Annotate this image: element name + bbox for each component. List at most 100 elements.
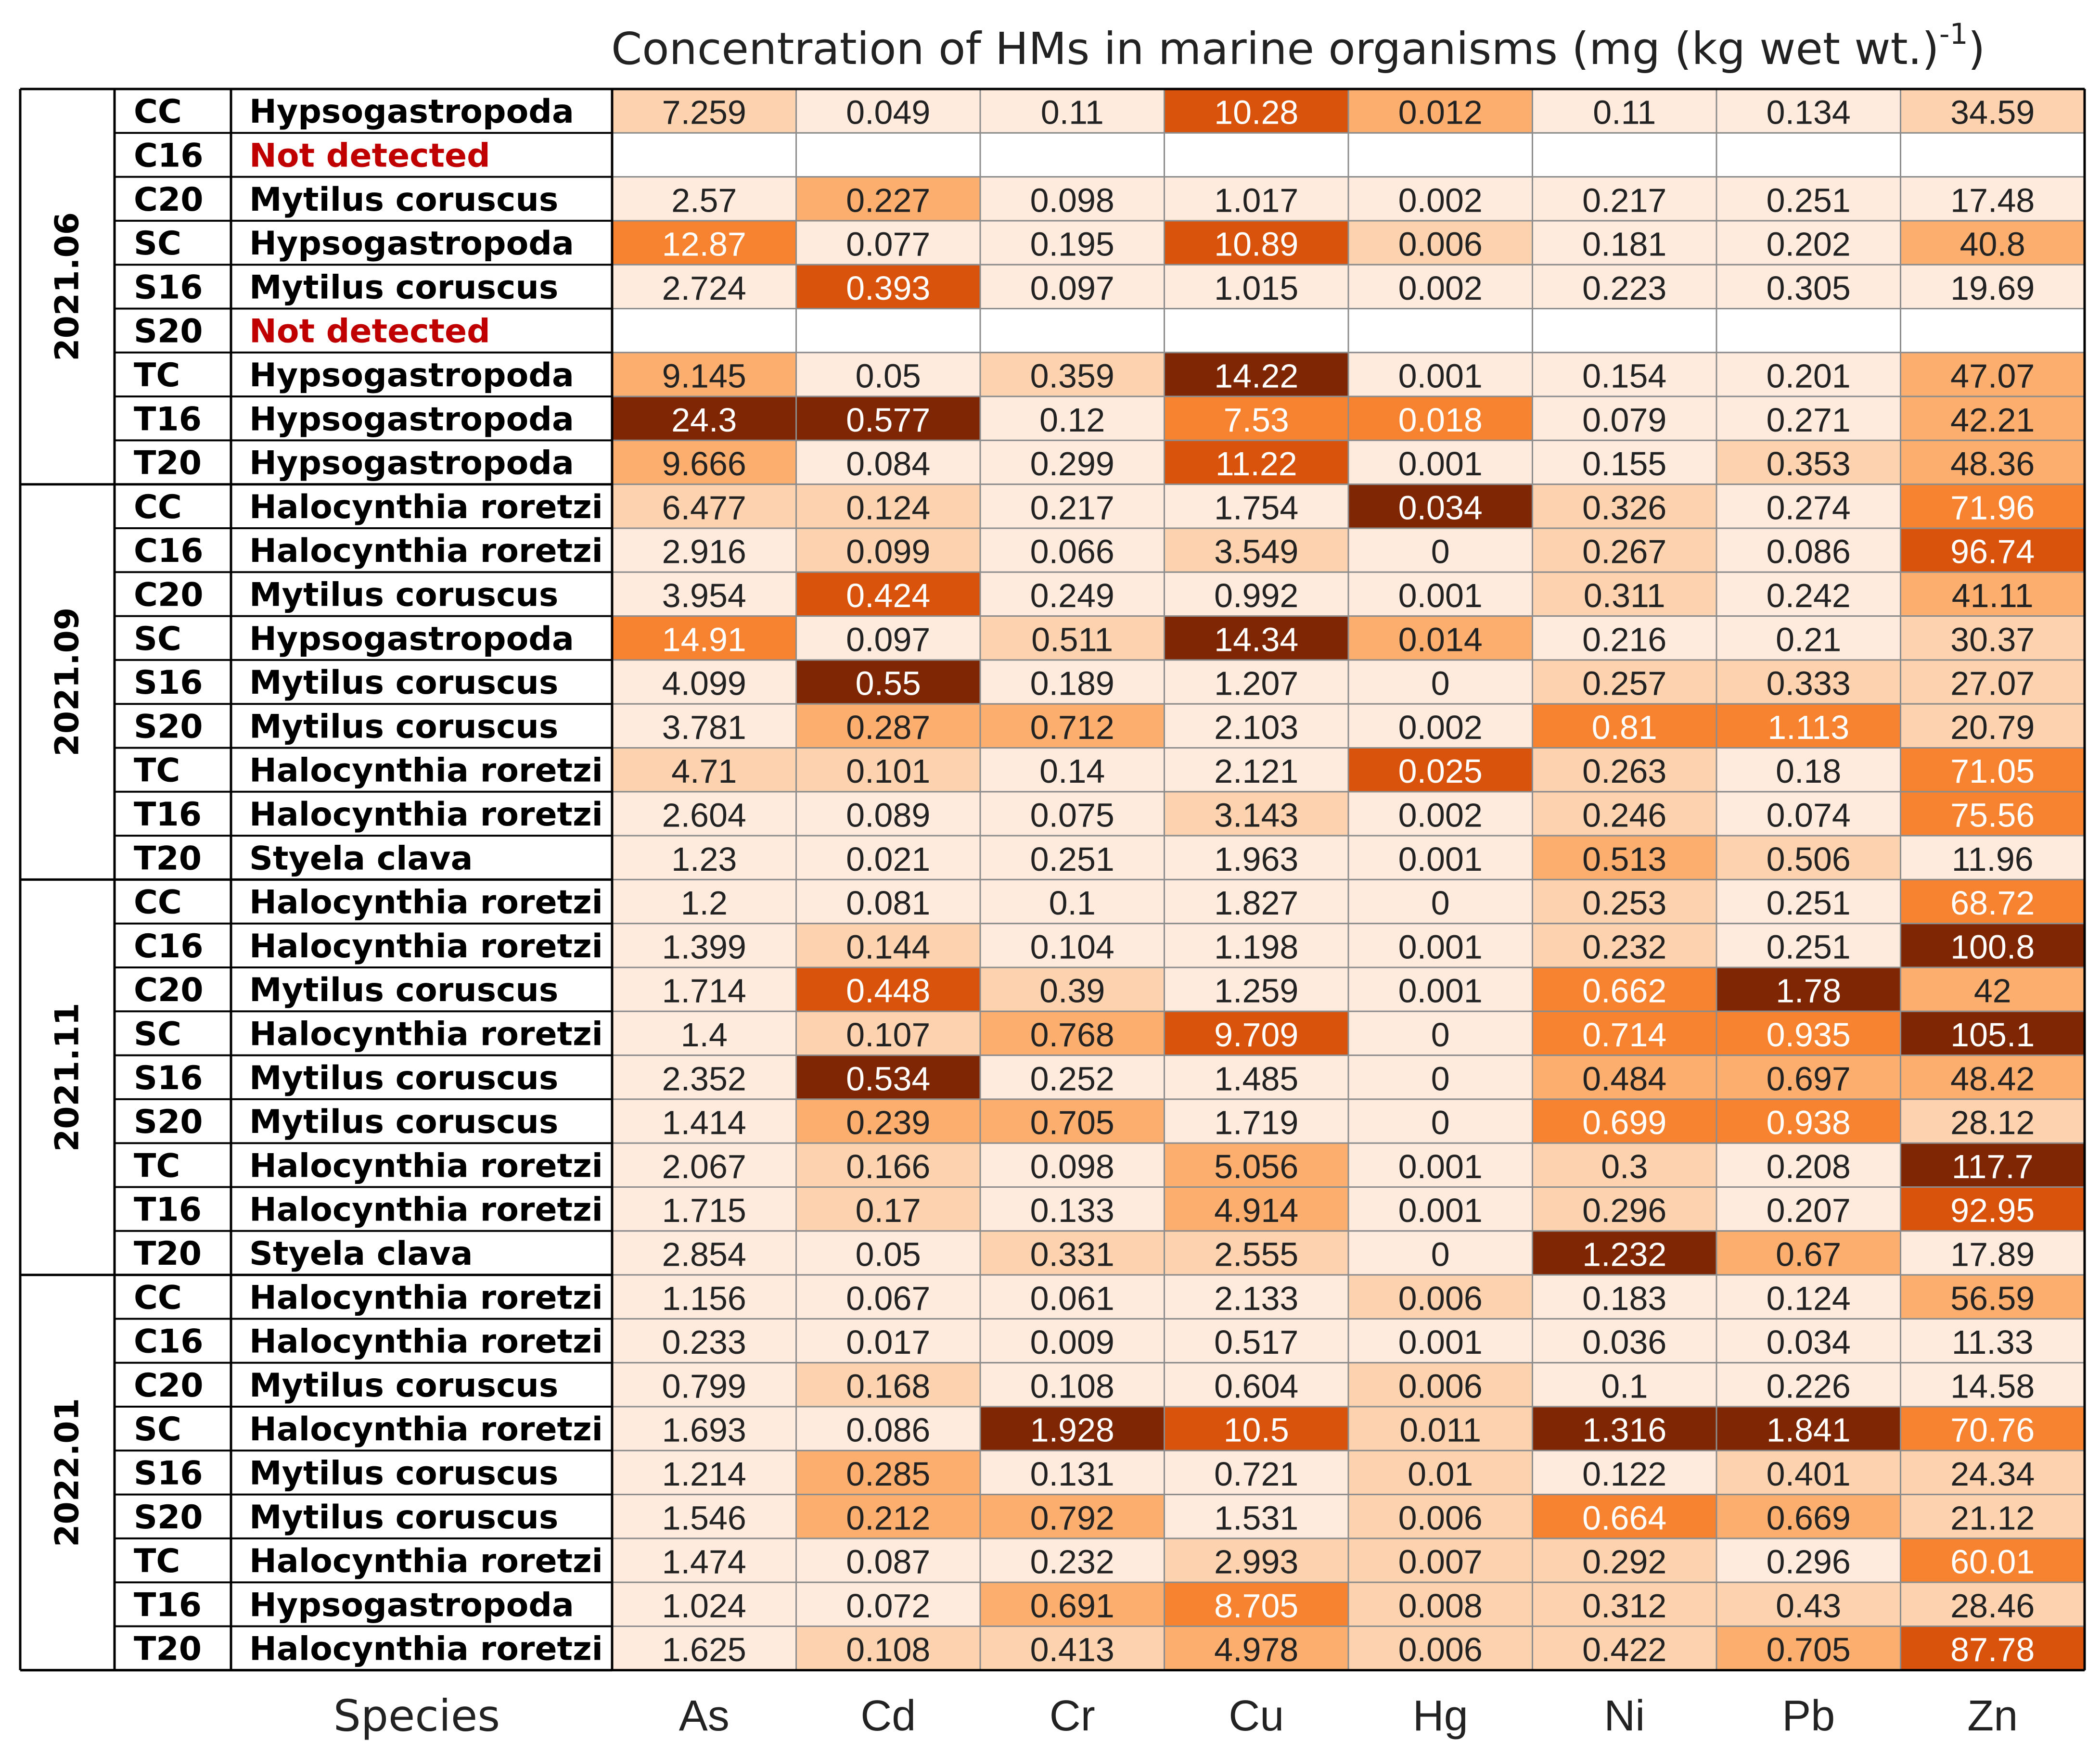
- heatmap-cell: [1532, 1406, 1717, 1451]
- cell-value: 1.259: [1214, 972, 1298, 1010]
- cell-value: 1.414: [662, 1104, 746, 1142]
- cell-value: 0.216: [1582, 621, 1666, 658]
- cell-value: 0.168: [846, 1367, 930, 1405]
- heatmap-cell: [1716, 703, 1901, 749]
- cell-value: 60.01: [1950, 1543, 2035, 1581]
- species-label: Halocynthia roretzi: [249, 532, 603, 570]
- cell-value: 0.025: [1398, 752, 1483, 790]
- cell-value: 0.697: [1767, 1060, 1851, 1097]
- cell-value: 1.113: [1767, 709, 1849, 746]
- site-label: SC: [134, 225, 181, 263]
- cell-value: 1.474: [662, 1543, 746, 1581]
- cell-value: 0.768: [1030, 1016, 1114, 1054]
- cell-value: 0.202: [1767, 226, 1851, 263]
- cell-value: 17.48: [1950, 181, 2035, 219]
- cell-value: 1.207: [1214, 665, 1298, 702]
- cell-value: 0.534: [846, 1060, 930, 1097]
- site-label: TC: [134, 356, 180, 394]
- heatmap-cell: [1900, 1010, 2086, 1056]
- heatmap-cell: [1532, 1186, 1717, 1232]
- heatmap-cell: [795, 439, 981, 485]
- cell-value: 0.699: [1582, 1104, 1666, 1142]
- heatmap-cell: [1716, 308, 1901, 354]
- cell-value: 0.413: [1030, 1631, 1114, 1668]
- cell-value: 0.292: [1582, 1543, 1666, 1581]
- species-label: Mytilus coruscus: [249, 708, 558, 746]
- cell-value: 41.11: [1952, 577, 2034, 614]
- heatmap-cell: [1532, 1581, 1717, 1627]
- species-label: Hypsogastropoda: [249, 620, 574, 658]
- cell-value: 0.01: [1408, 1455, 1473, 1493]
- site-label: S16: [134, 1454, 203, 1492]
- heatmap-cell: [611, 176, 797, 222]
- cell-value: 0.662: [1582, 972, 1666, 1010]
- heatmap-cell: [979, 527, 1165, 573]
- site-label: SC: [134, 1015, 181, 1053]
- site-label: S16: [134, 1059, 203, 1097]
- cell-value: 0.233: [662, 1323, 746, 1361]
- cell-value: 1.198: [1214, 928, 1298, 966]
- heatmap-cell: [1716, 439, 1901, 485]
- species-label: Halocynthia roretzi: [249, 1147, 603, 1185]
- chart-title-close: ): [1968, 23, 1985, 75]
- heatmap-cell: [795, 220, 981, 266]
- cell-value: 0.001: [1398, 357, 1483, 394]
- heatmap-cell: [979, 659, 1165, 705]
- cell-value: 0.664: [1582, 1499, 1666, 1537]
- cell-value: 2.854: [662, 1235, 746, 1273]
- cell-value: 0.55: [856, 665, 921, 702]
- heatmap-cell: [1532, 1449, 1717, 1496]
- site-label: C20: [134, 971, 204, 1009]
- cell-value: 0.577: [846, 401, 930, 439]
- cell-value: 8.705: [1214, 1587, 1298, 1625]
- heatmap-cell: [1347, 1010, 1533, 1056]
- cell-value: 87.78: [1950, 1631, 2035, 1668]
- heatmap-cell: [795, 1494, 981, 1539]
- cell-value: 1.693: [662, 1411, 746, 1449]
- cell-value: 0.012: [1398, 94, 1483, 131]
- heatmap-cell: [1900, 747, 2086, 793]
- heatmap-cell: [1347, 835, 1533, 880]
- heatmap-cell: [1532, 308, 1717, 354]
- cell-value: 0.017: [846, 1323, 930, 1361]
- cell-value: 14.22: [1214, 357, 1298, 394]
- cell-value: 34.59: [1950, 94, 2035, 131]
- species-label: Mytilus coruscus: [249, 971, 558, 1009]
- cell-value: 4.71: [671, 752, 737, 790]
- heatmap-cell: [979, 1010, 1165, 1056]
- heatmap-cell: [795, 615, 981, 661]
- heatmap-cell: [1532, 1538, 1717, 1583]
- heatmap-cell: [979, 308, 1165, 354]
- cell-value: 0.079: [1582, 401, 1666, 439]
- cell-value: 7.259: [662, 94, 746, 131]
- cell-value: 0.006: [1398, 1499, 1483, 1537]
- not-detected-label: Not detected: [249, 137, 490, 175]
- cell-value: 1.754: [1214, 489, 1298, 526]
- cell-value: 0.226: [1767, 1367, 1851, 1405]
- cell-value: 0.513: [1582, 840, 1666, 878]
- cell-value: 0.274: [1767, 489, 1851, 526]
- cell-value: 0.257: [1582, 665, 1666, 702]
- heatmap-cell: [611, 308, 797, 354]
- cell-value: 2.133: [1214, 1280, 1298, 1317]
- heatmap-cell: [1900, 1449, 2086, 1496]
- heatmap-cell: [795, 395, 981, 441]
- cell-value: 1.841: [1767, 1411, 1851, 1449]
- species-label: Hypsogastropoda: [249, 356, 574, 394]
- heatmap-cell: [979, 791, 1165, 837]
- heatmap-cell: [611, 1626, 797, 1671]
- cell-value: 0.05: [856, 1235, 921, 1273]
- heatmap-cell: [1347, 1581, 1533, 1627]
- cell-value: 0.712: [1030, 709, 1114, 746]
- cell-value: 0.938: [1767, 1104, 1851, 1142]
- cell-value: 0.81: [1592, 709, 1657, 746]
- heatmap-cell: [611, 132, 797, 178]
- heatmap-cell: [611, 571, 797, 617]
- site-label: T20: [134, 1235, 202, 1273]
- site-label: S20: [134, 1103, 203, 1141]
- cell-value: 1.625: [662, 1631, 746, 1668]
- site-label: C16: [134, 928, 204, 966]
- cell-value: 75.56: [1950, 796, 2035, 834]
- heatmap-cell: [611, 352, 797, 397]
- cell-value: 3.954: [662, 577, 746, 614]
